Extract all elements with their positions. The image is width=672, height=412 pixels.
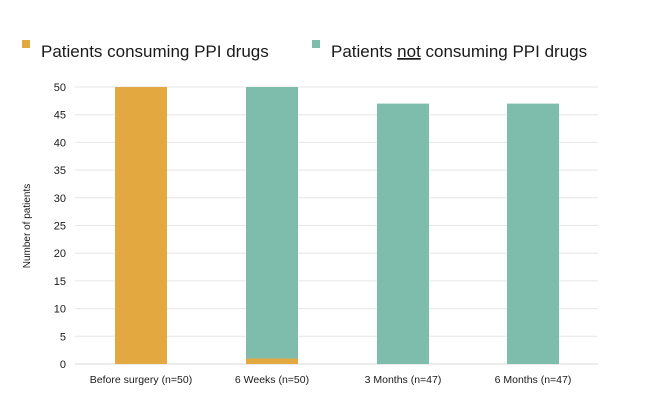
x-tick-label: 3 Months (n=47) [365, 374, 442, 386]
y-tick-label: 0 [60, 359, 66, 371]
y-tick-label: 25 [54, 221, 66, 233]
y-tick-label: 5 [60, 331, 66, 343]
bar-not-consuming-2 [377, 103, 429, 365]
legend-swatch [312, 40, 320, 48]
y-axis-title: Number of patients [22, 184, 33, 269]
bar-not-consuming-1 [246, 87, 298, 359]
legend-label: Patients consuming PPI drugs [41, 42, 269, 61]
legend-label-part: consuming PPI drugs [421, 42, 587, 61]
y-tick-label: 50 [54, 82, 66, 94]
bar-consuming-1 [246, 358, 298, 364]
bar-not-consuming-3 [507, 103, 559, 365]
legend: Patients consuming PPI drugs Patients not… [22, 40, 587, 61]
y-tick-label: 45 [54, 110, 66, 122]
x-axis-labels: Before surgery (n=50) 6 Weeks (n=50) 3 Mon… [90, 374, 572, 386]
bar-consuming-0 [115, 87, 167, 364]
bars [115, 87, 559, 365]
y-tick-label: 15 [54, 276, 66, 288]
x-tick-label: Before surgery (n=50) [90, 374, 192, 386]
x-tick-label: 6 Weeks (n=50) [235, 374, 309, 386]
y-axis-ticks: 0 5 10 15 20 25 30 35 40 45 50 [54, 82, 66, 371]
legend-label: Patients not consuming PPI drugs [331, 42, 587, 61]
y-tick-label: 40 [54, 137, 66, 149]
legend-label-emphasis: not [397, 42, 421, 61]
legend-swatch [22, 40, 30, 48]
y-tick-label: 20 [54, 248, 66, 260]
x-tick-label: 6 Months (n=47) [495, 374, 572, 386]
legend-label-part: Patients [331, 42, 397, 61]
legend-label-part: Patients consuming PPI drugs [41, 42, 269, 61]
y-tick-label: 30 [54, 193, 66, 205]
y-tick-label: 35 [54, 165, 66, 177]
y-tick-label: 10 [54, 304, 66, 316]
